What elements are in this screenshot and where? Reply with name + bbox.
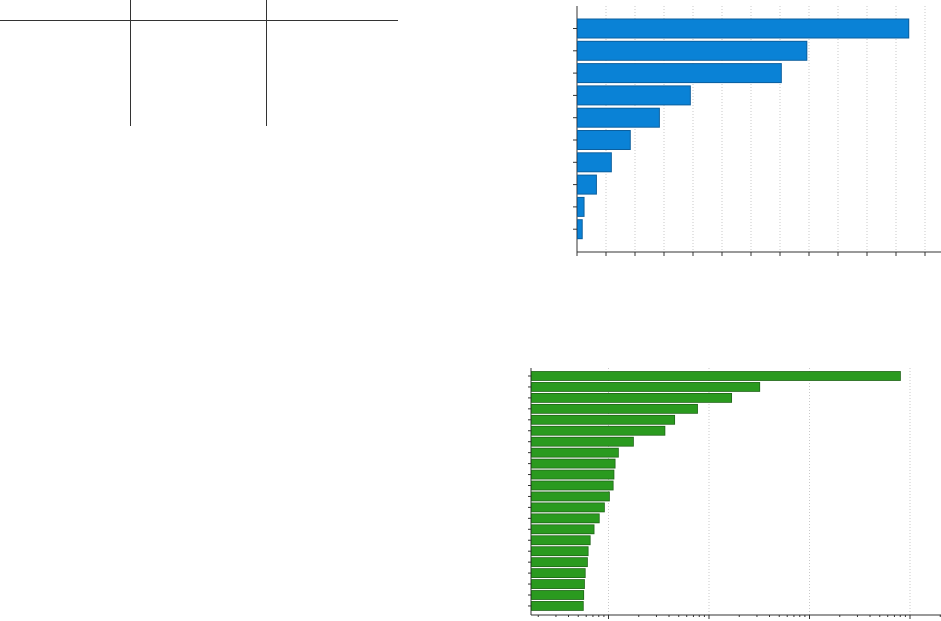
bar	[577, 219, 583, 240]
bar	[577, 107, 660, 128]
bar	[577, 174, 597, 195]
bar	[577, 196, 585, 217]
bar	[531, 601, 584, 611]
bar	[531, 392, 733, 403]
bar	[531, 535, 591, 546]
bar	[577, 18, 910, 39]
bar	[531, 502, 605, 513]
bar	[531, 425, 666, 436]
bar	[531, 579, 585, 589]
bar	[577, 85, 691, 106]
data-table	[0, 0, 400, 130]
bar	[531, 513, 600, 524]
bar	[577, 63, 782, 84]
bar	[531, 568, 586, 578]
bar	[531, 371, 901, 381]
bar	[531, 557, 588, 568]
bar	[531, 546, 589, 557]
bar	[531, 447, 619, 458]
bar	[531, 469, 615, 480]
bar	[531, 414, 676, 425]
bar	[577, 152, 612, 173]
bar	[531, 480, 614, 491]
bar	[531, 403, 698, 414]
bar	[577, 130, 631, 150]
bar	[531, 590, 585, 600]
bar	[531, 382, 761, 392]
table-lines	[0, 0, 398, 126]
bar	[577, 40, 808, 61]
bar	[531, 524, 595, 535]
bar	[531, 491, 610, 502]
bar	[531, 458, 616, 469]
bar	[531, 436, 634, 447]
